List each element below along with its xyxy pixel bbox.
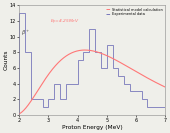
Y-axis label: Counts: Counts [3, 50, 8, 70]
Text: $\beta^+$: $\beta^+$ [21, 28, 30, 38]
X-axis label: Proton Energy (MeV): Proton Energy (MeV) [62, 124, 123, 130]
Legend: Statistical model calculation, Experimental data: Statistical model calculation, Experimen… [106, 7, 163, 17]
Text: $E_p$=4.25MeV: $E_p$=4.25MeV [50, 17, 80, 26]
